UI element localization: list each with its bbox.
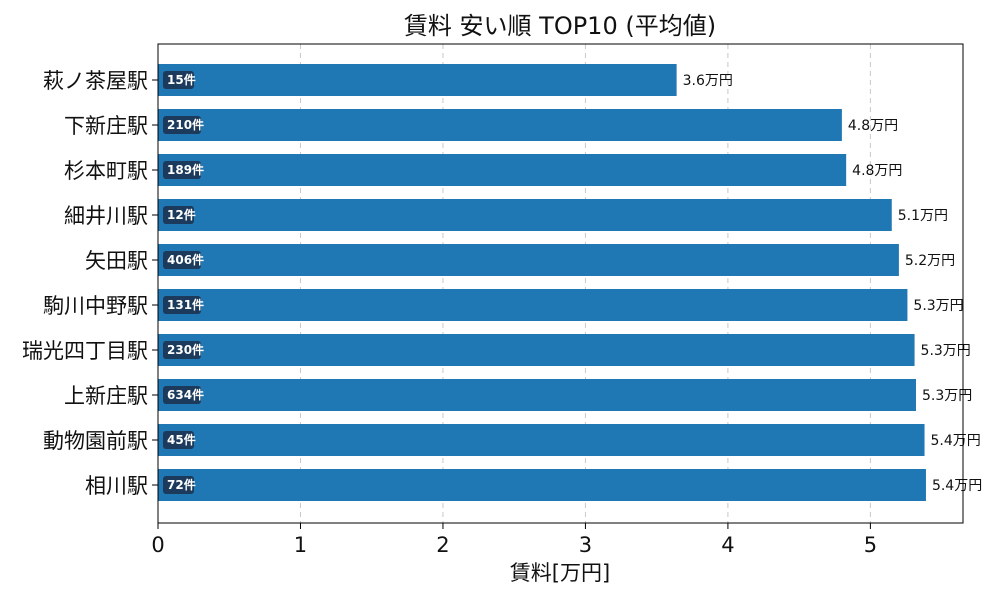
- x-tick-label: 5: [864, 533, 877, 557]
- count-label: 634件: [167, 387, 204, 402]
- count-badge: [163, 71, 194, 89]
- count-badge: [163, 296, 201, 314]
- count-badge: [163, 341, 201, 359]
- bar: [158, 379, 916, 411]
- y-tick-label: 動物園前駅: [43, 429, 148, 453]
- count-badge: [163, 431, 194, 449]
- bars: 3.6万円 15件 4.8万円 210件 4.8万円 189件 5.1万円 12件 5.2万円 4…: [158, 64, 982, 501]
- y-tick-label: 細井川駅: [64, 204, 148, 228]
- x-tick-label: 3: [579, 533, 592, 557]
- x-tick-label: 1: [294, 533, 307, 557]
- y-tick-label: 上新庄駅: [64, 384, 148, 408]
- bar: [158, 424, 925, 456]
- y-tick-label: 駒川中野駅: [43, 294, 148, 318]
- count-badge: [163, 251, 201, 269]
- y-tick-label: 下新庄駅: [64, 114, 148, 138]
- y-tick-label: 矢田駅: [85, 249, 148, 273]
- count-label: 12件: [167, 207, 196, 222]
- count-label: 406件: [167, 252, 204, 267]
- x-tick-label: 2: [436, 533, 449, 557]
- y-axis: 萩ノ茶屋駅下新庄駅杉本町駅細井川駅矢田駅駒川中野駅瑞光四丁目駅上新庄駅動物園前駅…: [22, 69, 158, 498]
- count-label: 210件: [167, 117, 204, 132]
- bar-value-label: 5.3万円: [921, 343, 971, 359]
- count-badge: [163, 386, 201, 404]
- x-tick-label: 4: [721, 533, 734, 557]
- bar: [158, 469, 926, 501]
- count-badge: [163, 161, 201, 179]
- bar: [158, 109, 842, 141]
- bar-value-label: 4.8万円: [848, 118, 898, 134]
- count-badge: [163, 476, 194, 494]
- bar-value-label: 5.4万円: [932, 478, 982, 494]
- y-tick-label: 萩ノ茶屋駅: [43, 69, 148, 93]
- count-label: 131件: [167, 297, 204, 312]
- x-tick-label: 0: [151, 533, 164, 557]
- x-axis-label: 賃料[万円]: [510, 561, 610, 585]
- bar-value-label: 5.3万円: [913, 298, 963, 314]
- count-label: 72件: [167, 477, 196, 492]
- bar: [158, 289, 908, 321]
- chart-title: 賃料 安い順 TOP10 (平均値): [404, 12, 716, 40]
- count-label: 15件: [167, 72, 196, 87]
- bar: [158, 64, 677, 96]
- bar-value-label: 5.4万円: [931, 433, 981, 449]
- count-badge: [163, 116, 201, 134]
- y-tick-label: 杉本町駅: [64, 159, 148, 183]
- y-tick-label: 相川駅: [85, 474, 148, 498]
- bar-value-label: 5.2万円: [905, 253, 955, 269]
- bar-value-label: 4.8万円: [852, 163, 902, 179]
- y-tick-label: 瑞光四丁目駅: [22, 339, 148, 363]
- count-badge: [163, 206, 194, 224]
- count-label: 230件: [167, 342, 204, 357]
- bar: [158, 154, 847, 186]
- count-label: 189件: [167, 162, 204, 177]
- plot-frame: [157, 43, 964, 524]
- bar: [158, 199, 892, 231]
- bar-value-label: 5.3万円: [922, 388, 972, 404]
- bar-value-label: 5.1万円: [898, 208, 948, 224]
- x-axis: 0 1 2 3 4 5: [151, 523, 877, 557]
- count-label: 45件: [167, 432, 196, 447]
- bar-value-label: 3.6万円: [683, 73, 733, 89]
- bar: [158, 244, 899, 276]
- bar: [158, 334, 915, 366]
